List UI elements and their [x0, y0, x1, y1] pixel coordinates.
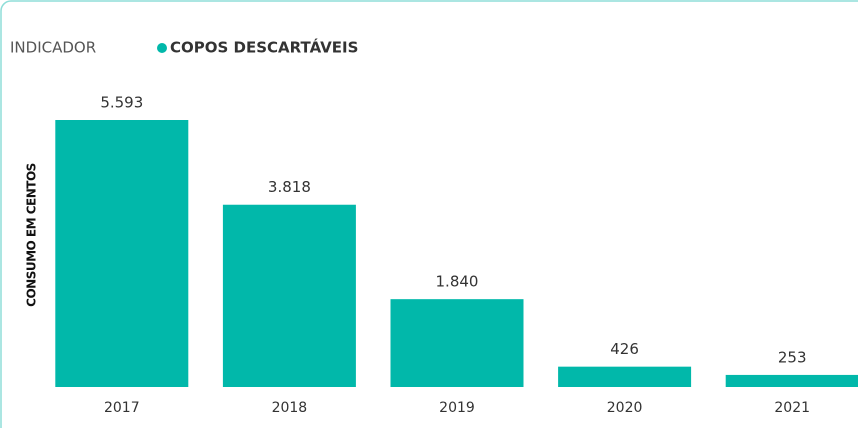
legend-label: COPOS DESCARTÁVEIS — [170, 38, 358, 57]
legend-title: INDICADOR — [10, 39, 96, 57]
x-tick-label: 2021 — [774, 400, 810, 416]
bar — [55, 120, 189, 387]
data-label: 3.818 — [268, 178, 311, 196]
x-tick-label: 2020 — [607, 400, 643, 416]
data-label: 5.593 — [100, 94, 143, 112]
bar — [222, 204, 356, 387]
data-label: 426 — [610, 340, 639, 358]
data-label: 1.840 — [436, 273, 479, 291]
x-tick-label: 2017 — [104, 400, 140, 416]
bar — [558, 366, 692, 387]
data-label: 253 — [778, 348, 807, 366]
legend-marker — [157, 43, 167, 53]
x-tick-label: 2019 — [439, 400, 475, 416]
bar — [725, 374, 858, 387]
y-axis-label: CONSUMO EM CENTOS — [25, 163, 39, 307]
bar — [390, 299, 524, 387]
x-tick-label: 2018 — [272, 400, 308, 416]
